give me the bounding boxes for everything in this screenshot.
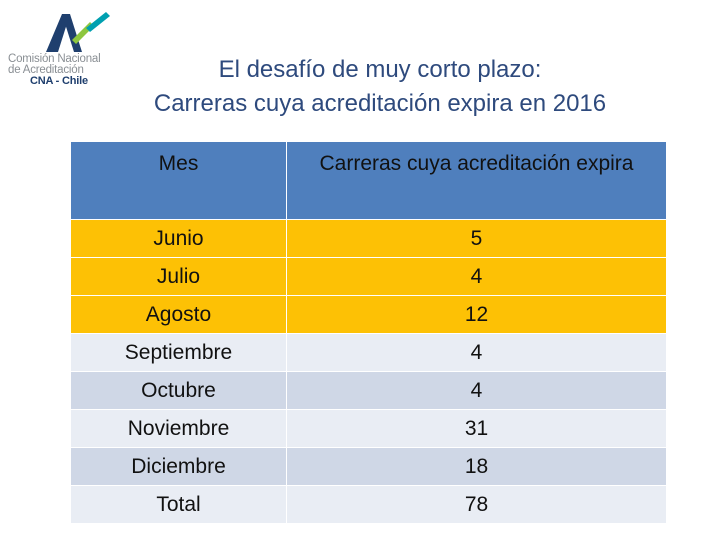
cell-mes: Octubre — [70, 371, 287, 410]
cell-valor: 5 — [286, 219, 667, 258]
cell-mes: Agosto — [70, 295, 287, 334]
cell-mes: Junio — [70, 219, 287, 258]
table-row: Diciembre 18 — [70, 447, 667, 486]
cell-mes: Julio — [70, 257, 287, 296]
cna-logo-icon — [46, 12, 110, 52]
logo-text: Comisión Nacional de Acreditación CNA - … — [8, 53, 128, 87]
cell-mes: Septiembre — [70, 333, 287, 372]
header-carreras: Carreras cuya acreditación expira — [286, 141, 667, 220]
logo-line-3: CNA - Chile — [30, 75, 88, 87]
slide-title-line-2: Carreras cuya acreditación expira en 201… — [153, 90, 607, 117]
table-row: Junio 5 — [70, 219, 667, 258]
cell-valor: 4 — [286, 257, 667, 296]
accreditation-table: Mes Carreras cuya acreditación expira Ju… — [70, 141, 667, 524]
cna-logo: Comisión Nacional de Acreditación CNA - … — [8, 8, 128, 94]
cell-valor: 31 — [286, 409, 667, 448]
cell-valor: 4 — [286, 371, 667, 410]
table-row-total: Total 78 — [70, 485, 667, 524]
table-row: Julio 4 — [70, 257, 667, 296]
table-row: Septiembre 4 — [70, 333, 667, 372]
logo-line-1: Comisión Nacional — [8, 53, 101, 65]
cell-valor: 78 — [286, 485, 667, 524]
header-mes: Mes — [70, 141, 287, 220]
cell-mes: Diciembre — [70, 447, 287, 486]
cell-valor: 4 — [286, 333, 667, 372]
table-row: Octubre 4 — [70, 371, 667, 410]
slide-title-line-1: El desafío de muy corto plazo: — [218, 56, 542, 83]
cell-mes: Noviembre — [70, 409, 287, 448]
cell-mes: Total — [70, 485, 287, 524]
cell-valor: 12 — [286, 295, 667, 334]
table-header-row: Mes Carreras cuya acreditación expira — [70, 141, 667, 220]
table-row: Noviembre 31 — [70, 409, 667, 448]
table-row: Agosto 12 — [70, 295, 667, 334]
logo-line-2: de Acreditación — [8, 64, 84, 76]
cell-valor: 18 — [286, 447, 667, 486]
